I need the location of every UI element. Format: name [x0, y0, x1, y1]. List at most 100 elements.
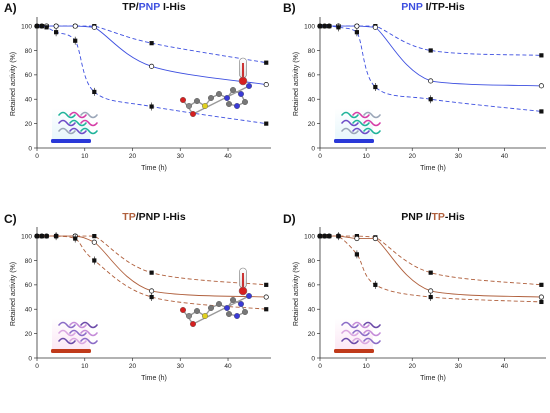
protein-ribbon [363, 119, 381, 127]
y-tick-label: 0 [311, 355, 315, 362]
data-point [317, 23, 323, 29]
y-axis-label: Retained activity (%) [10, 262, 17, 326]
molecule-atom [223, 305, 230, 312]
y-tick-label: 20 [308, 121, 316, 128]
molecule-atom [233, 313, 240, 320]
title-segment: /PNP I-His [136, 211, 186, 223]
protein-ribbon [352, 329, 370, 337]
data-point [264, 282, 269, 287]
protein-ribbon [80, 337, 98, 345]
protein-base-bar [334, 349, 374, 353]
data-point [263, 82, 269, 88]
protein-ribbon [341, 321, 359, 329]
data-point [92, 233, 97, 239]
y-axis-label: Retained activity (%) [293, 52, 300, 116]
y-tick-label: 0 [28, 145, 32, 152]
protein-ribbon [69, 111, 87, 119]
chart-title: TP/PNP I-His [122, 211, 186, 223]
protein-base-bar [51, 349, 91, 353]
x-tick-label: 20 [409, 363, 417, 370]
protein-ribbon [363, 337, 381, 345]
data-point [263, 294, 269, 300]
data-point [428, 270, 433, 275]
molecule-atom [237, 301, 244, 308]
data-point [91, 239, 97, 245]
data-point [538, 83, 544, 89]
x-axis-label: Time (h) [420, 165, 446, 172]
protein-ribbon [341, 111, 359, 119]
molecule-atom [207, 305, 214, 312]
protein-base-bar [51, 139, 91, 143]
y-tick-label: 100 [21, 23, 32, 30]
y-axis-label: Retained activity (%) [10, 52, 17, 116]
y-tick-label: 20 [25, 331, 33, 338]
title-segment: -His [445, 211, 465, 223]
molecule-atom [215, 90, 222, 97]
protein-ribbon [363, 111, 381, 119]
molecule-atom [215, 301, 222, 308]
x-tick-label: 0 [318, 363, 322, 370]
protein-structure-inset [334, 318, 381, 353]
y-tick-label: 60 [25, 72, 33, 79]
protein-ribbon [341, 337, 359, 345]
data-point [149, 270, 154, 275]
x-tick-label: 30 [455, 153, 463, 160]
series-line [320, 25, 542, 87]
y-tick-label: 20 [25, 121, 33, 128]
protein-ribbon [352, 127, 370, 135]
data-point [44, 233, 49, 239]
molecule-bond [192, 85, 250, 115]
protein-ribbon [69, 329, 87, 337]
protein-ribbon [58, 127, 76, 135]
series-line [36, 235, 267, 286]
title-segment: PNP [139, 1, 161, 13]
protein-base-bar [334, 139, 374, 143]
y-tick-label: 0 [311, 145, 315, 152]
data-point [264, 121, 269, 126]
y-tick-label: 40 [25, 307, 33, 314]
molecule-atom [229, 297, 236, 304]
x-tick-label: 40 [224, 363, 232, 370]
molecule-atom [207, 94, 214, 101]
x-tick-label: 30 [177, 363, 185, 370]
nucleoside-molecule-icon [179, 82, 252, 117]
protein-ribbon [80, 321, 98, 329]
title-segment: I/TP-His [423, 1, 465, 13]
thermometer-icon [238, 267, 248, 296]
data-point [539, 109, 544, 114]
protein-ribbon [58, 119, 76, 127]
x-tick-label: 0 [318, 153, 322, 160]
x-axis-label: Time (h) [141, 375, 167, 382]
protein-ribbon [69, 337, 87, 345]
protein-ribbon [69, 127, 87, 135]
data-point [149, 288, 155, 294]
protein-ribbon [69, 119, 87, 127]
chart-title: PNP I/TP-His [401, 211, 465, 223]
data-point [264, 307, 269, 312]
protein-ribbon [352, 337, 370, 345]
data-point [91, 24, 97, 30]
molecule-bond [192, 295, 250, 325]
data-point [539, 299, 544, 305]
x-tick-label: 20 [129, 363, 137, 370]
protein-structure-inset [334, 108, 381, 143]
protein-ribbon [80, 111, 98, 119]
data-point [354, 235, 360, 242]
series-line [36, 235, 267, 310]
y-tick-label: 80 [25, 258, 33, 265]
molecule-atom [179, 96, 186, 103]
title-segment: TP [122, 211, 135, 223]
x-tick-label: 10 [363, 363, 371, 370]
molecule-atom [233, 102, 240, 109]
protein-ribbon [58, 337, 76, 345]
protein-structure-inset [51, 318, 98, 353]
molecule-atom [223, 94, 230, 101]
y-tick-label: 60 [308, 72, 316, 79]
panel-letter: A) [4, 1, 17, 15]
molecule-atom [193, 308, 200, 315]
protein-ribbon [58, 111, 76, 119]
title-segment: TP [431, 211, 444, 223]
data-point [327, 233, 332, 239]
protein-ribbon [363, 321, 381, 329]
